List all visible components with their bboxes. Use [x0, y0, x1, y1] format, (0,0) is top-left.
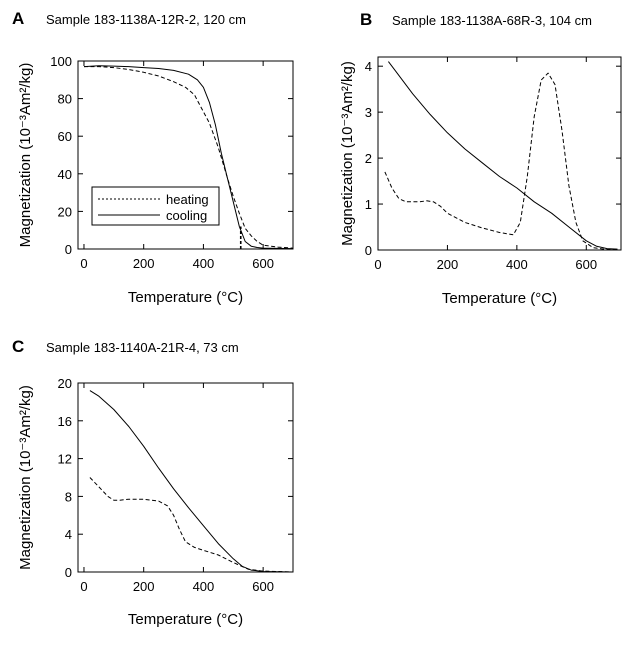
- x-tick-label: 0: [80, 579, 87, 594]
- panel-letter: B: [360, 10, 372, 29]
- series-line-cooling: [89, 390, 294, 573]
- legend-label-cooling: cooling: [166, 208, 207, 223]
- x-axis-label: Temperature (°C): [442, 290, 557, 307]
- series-line-heating: [89, 477, 294, 573]
- y-axis-label: Magnetization (10⁻³Am²/kg): [17, 385, 34, 570]
- y-tick-label: 16: [58, 414, 72, 429]
- chart-panel-a: A Sample 183-1138A-12R-2, 120 cm0 200 400 60…: [12, 9, 294, 306]
- y-tick-label: 60: [58, 129, 72, 144]
- x-tick-label: 200: [437, 257, 459, 272]
- y-axis-label: Magnetization (10⁻³Am²/kg): [17, 63, 34, 248]
- y-tick-label: 1: [365, 197, 372, 212]
- chart-panel-c: C Sample 183-1140A-21R-4, 73 cm0 200 400 600…: [12, 337, 294, 628]
- y-tick-label: 3: [365, 105, 372, 120]
- y-tick-label: 80: [58, 92, 72, 107]
- y-tick-label: 40: [58, 167, 72, 182]
- y-tick-label: 4: [365, 59, 372, 74]
- plot-frame: [77, 382, 294, 573]
- chart-title: Sample 183-1138A-12R-2, 120 cm: [46, 12, 246, 27]
- x-axis-label: Temperature (°C): [128, 611, 243, 628]
- x-tick-label: 600: [575, 257, 597, 272]
- legend-label-heating: heating: [166, 192, 209, 207]
- plot-frame: [377, 56, 622, 251]
- x-tick-label: 400: [193, 579, 215, 594]
- y-tick-label: 0: [65, 565, 72, 580]
- series-line-cooling: [388, 61, 618, 250]
- chart-panel-b: B Sample 183-1138A-68R-3, 104 cm 0 200 400 60…: [339, 10, 622, 307]
- legend-box: [91, 186, 220, 226]
- x-tick-label: 200: [133, 256, 155, 271]
- x-tick-label: 0: [374, 257, 381, 272]
- x-axis-label: Temperature (°C): [128, 289, 243, 306]
- chart-title: Sample 183-1138A-68R-3, 104 cm: [392, 13, 592, 28]
- chart-title: Sample 183-1140A-21R-4, 73 cm: [46, 340, 239, 355]
- x-tick-label: 200: [133, 579, 155, 594]
- y-tick-label: 4: [65, 527, 72, 542]
- x-tick-label: 600: [252, 256, 274, 271]
- panel-letter: C: [12, 337, 24, 356]
- y-tick-label: 20: [58, 376, 72, 391]
- x-tick-label: 0: [80, 256, 87, 271]
- series-line-heating: [384, 72, 618, 250]
- y-tick-label: 12: [58, 452, 72, 467]
- x-tick-label: 600: [252, 579, 274, 594]
- panel-letter: A: [12, 9, 24, 28]
- y-tick-label: 2: [365, 151, 372, 166]
- series-line-cooling: [83, 65, 294, 250]
- y-axis-label: Magnetization (10⁻³Am²/kg): [339, 61, 356, 246]
- y-tick-label: 8: [65, 489, 72, 504]
- y-tick-label: 0: [65, 242, 72, 257]
- y-tick-label: 20: [58, 204, 72, 219]
- plot-frame: [77, 60, 294, 250]
- y-tick-label: 0: [365, 243, 372, 258]
- series-line-heating: [84, 66, 294, 249]
- x-tick-label: 400: [506, 257, 528, 272]
- y-tick-label: 100: [50, 54, 72, 69]
- x-tick-label: 400: [193, 256, 215, 271]
